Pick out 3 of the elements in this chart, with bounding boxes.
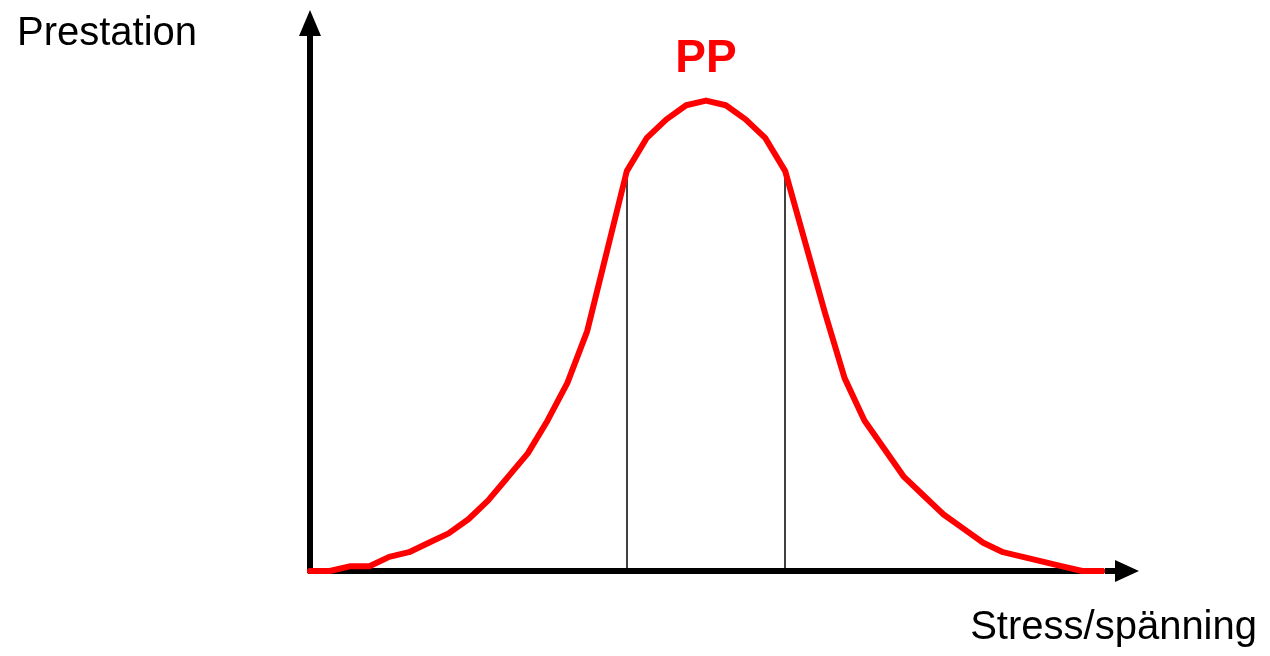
text: PP — [675, 29, 737, 82]
x-axis-title: Stress/spänning — [970, 603, 1258, 647]
y-axis-title: Prestation — [17, 9, 198, 53]
